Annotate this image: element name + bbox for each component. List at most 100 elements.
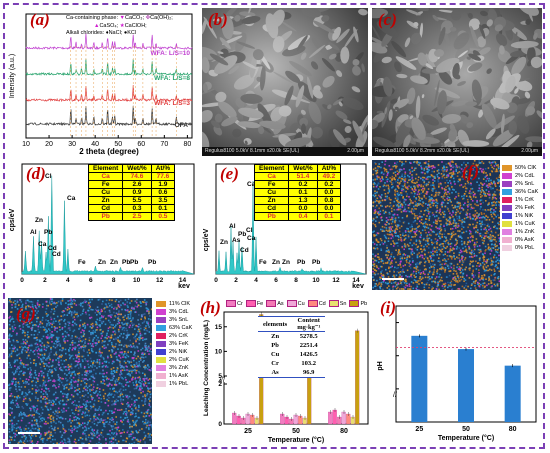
leaching-legend-label: Cd [318,300,326,307]
map-legend-label: 3% FeK [169,341,189,347]
eds-e-peak-label: Zn [220,239,228,246]
eds-e-peak-label: Ca [247,181,256,188]
eds-d-peak-label: Cd [48,245,57,252]
legend-swatch-icon [156,349,166,355]
eds-table-cell: 0.0 [316,204,342,213]
leaching-bar [289,418,294,425]
legend-swatch-icon [502,197,512,203]
panel-i-ph: 25 50 80 // pH Temperature (°C) (i) [374,296,542,446]
legend-swatch-icon [328,300,339,307]
inset-table-cell: As [271,369,279,376]
eds-table-cell: Zn [87,196,124,205]
map-legend-item: 11% ClK [156,300,192,308]
eds-xtick: 8 [294,277,298,284]
map-legend-item: 1% CuK [502,220,538,228]
eds-d-peak-label: Cl [45,173,52,180]
eds-d-peak-label: Zn [35,217,43,224]
ph-ylabel: pH [377,361,384,370]
leaching-legend-item: Fe [245,300,263,307]
map-f-scalebar [382,278,404,280]
leaching-ytick: 0 [218,421,222,428]
inset-table-cell: 96.9 [303,369,315,376]
panel-a-xrd: 10 20 30 40 50 60 70 80 Intensity (a.u.) 2 thet… [8,8,196,156]
map-legend-label: 50% ClK [515,165,537,171]
eds-table-cell: Ca [87,172,124,181]
eds-d-peak-label: Zn [110,259,118,266]
ph-bar [458,349,474,422]
map-g-legend: 11% ClK 3% CdL 3% SnL 63% CaK 2% CrK 3% FeK 2%… [156,300,192,388]
series-label-ls8: WFA: L/S=8 [154,75,190,82]
legend-swatch-icon [502,237,512,243]
leaching-xtick: 50 [292,428,300,435]
eds-e-peak-label: As [232,237,241,244]
kcl-icon: ● [123,30,128,36]
map-legend-item: 2% CdL [502,172,538,180]
leaching-inset-table: elements Content mg·kg⁻¹ Zn 5278.5 Pb 2251.4 C… [258,316,326,378]
map-legend-item: 3% CdL [156,308,192,316]
legend-swatch-icon [502,221,512,227]
axis-break-icon: // [393,392,397,399]
leaching-bar [232,412,237,425]
sem-image-b [202,8,368,156]
eds-d-xlabel: kev [178,283,190,290]
eds-spectrum [21,175,195,275]
ph-chart: 25 50 80 // pH Temperature (°C) [377,305,537,442]
xrd-chart: 10 20 30 40 50 60 70 80 Intensity (a.u.) 2 thet… [9,13,193,156]
eds-d-peak-label: Pb [148,259,156,266]
eds-d-peak-label: Pb [130,259,138,266]
eds-table-cell: 1.9 [150,180,176,189]
xrd-xtick: 80 [183,141,191,148]
eds-table-cell: 0.6 [150,188,176,197]
eds-d-peak-label: Pb [122,259,130,266]
legend-swatch-icon [226,300,236,307]
eds-d-peak-label: Fe [78,259,86,266]
map-legend-label: 2% SnL [515,181,535,187]
map-legend-item: 2% NiK [156,348,192,356]
map-legend-label: 1% CrK [515,197,534,203]
inset-table-header: elements [258,316,293,332]
leaching-bar [280,413,285,425]
eds-table-cell: Pb [87,212,124,221]
map-legend-label: 2% CdL [515,173,535,179]
leaching-legend-label: Cr [237,300,243,307]
xrd-ylabel: Intensity (a.u.) [9,54,16,98]
xrd-line-2 [25,85,193,103]
sem-info-c: Regulus8100 5.0kV 8.2mm x20.0k SE(UL) [375,148,470,154]
inset-table-cell: 1426.5 [299,351,318,358]
leaching-legend-item: Cr [226,300,243,307]
eds-table-cell: Ca [253,172,290,181]
legend-swatch-icon [502,181,512,187]
eds-table-cell: 3.5 [150,196,176,205]
eds-table-cell: 0.9 [122,188,152,197]
eds-table-cell: 1.3 [288,196,318,205]
leaching-bar [302,417,307,425]
map-legend-label: 3% CdL [169,309,189,315]
panel-c-label: (c) [378,10,397,29]
inset-table-cell: Pb [271,342,279,349]
series-label-ls10: WFA: L/S=10 [150,50,190,57]
map-legend-item: 3% ZnK [156,364,192,372]
map-legend-label: 1% CuK [515,221,536,227]
leaching-bar [355,330,360,425]
eds-table-cell: 0.4 [288,212,318,221]
legend-swatch-icon [502,213,512,219]
eds-xtick: 4 [66,277,70,284]
eds-table-cell: 0.0 [316,188,342,197]
inset-table-cell: Cr [271,360,279,367]
eds-table-cell: Fe [253,180,290,189]
eds-table-cell: 0.2 [288,180,318,189]
eds-table-cell: 5.5 [122,196,152,205]
eds-table-cell: Pb [253,212,290,221]
map-legend-item: 2% CuK [156,356,192,364]
xrd-legend-nacl: NaCl; [108,30,123,36]
eds-e-peak-label: Zn [282,259,290,266]
leaching-xtick: 80 [340,428,348,435]
eds-map-f [372,160,502,290]
eds-xtick: 6 [274,277,278,284]
panel-e-label: (e) [220,164,239,183]
leaching-bar [328,411,333,425]
leaching-bar [341,411,346,425]
map-legend-label: 3% SnL [169,317,189,323]
sem-info-b: Regulus8100 5.0kV 8.1mm x20.0k SE(UL) [205,148,300,154]
legend-swatch-icon [286,300,297,307]
